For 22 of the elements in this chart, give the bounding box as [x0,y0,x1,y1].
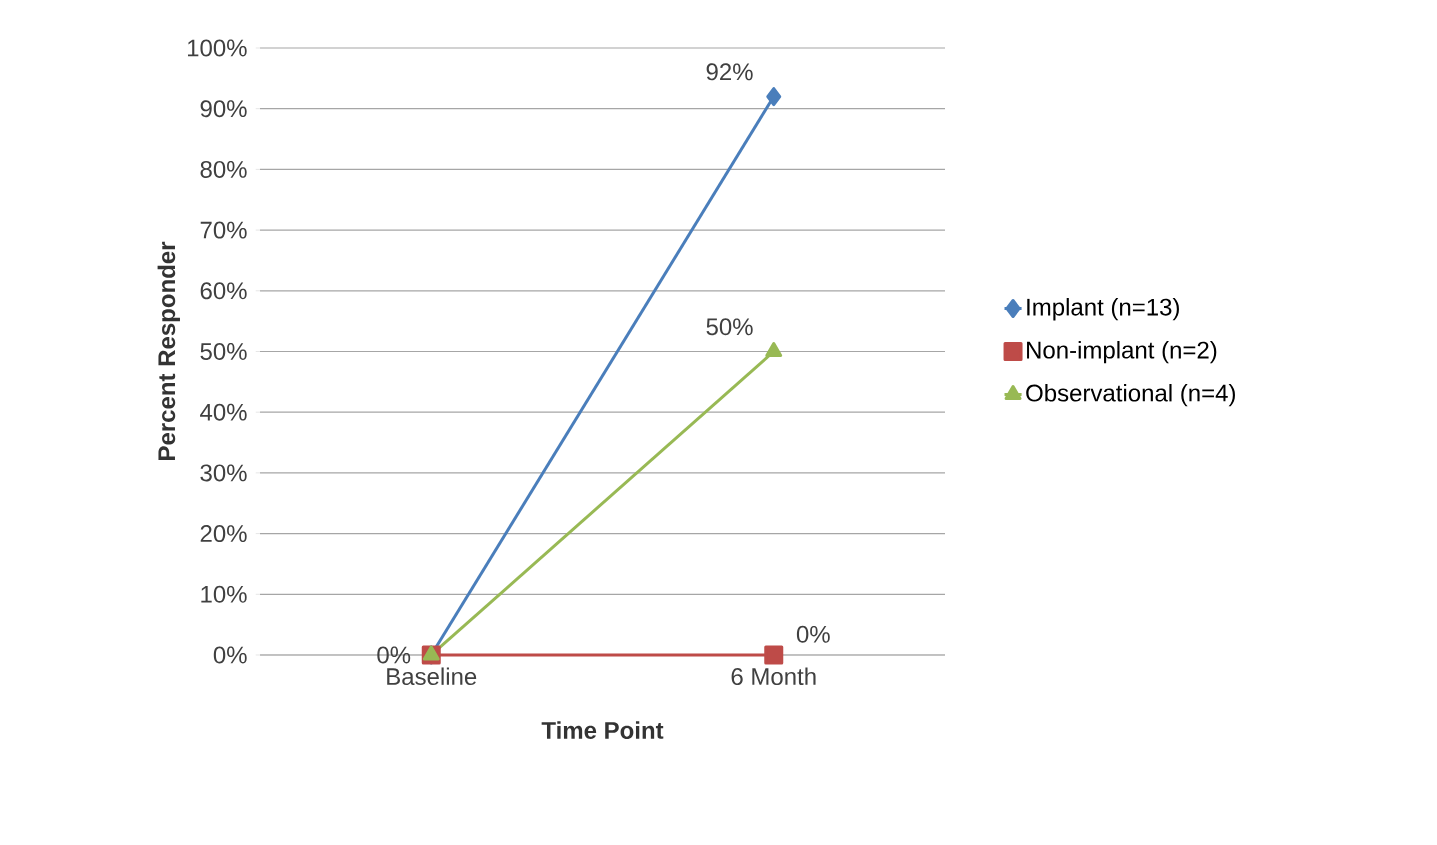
y-tick-label: 40% [200,403,247,421]
legend-label: Implant (n=13) [1027,298,1179,321]
x-tick-label: Baseline [387,667,477,686]
legend-label: Observational (n=4) [1026,383,1235,407]
data-label: 50% [706,318,753,336]
y-tick-label: 0% [213,646,247,664]
y-tick-label: 70% [200,221,247,239]
y-tick-label: 10% [201,585,247,603]
y-tick-label: 30% [200,464,247,482]
x-axis-title: Time Point [541,721,664,739]
y-tick-label: 100% [188,39,247,57]
x-tick-label: 6 Month [731,667,816,686]
legend-label: Non-implant (n=2) [1027,340,1217,364]
y-tick-label: 80% [200,160,247,178]
data-label: 0% [796,625,830,643]
y-tick-label: 90% [200,100,247,118]
y-axis-title: Percent Responder [157,241,180,460]
y-tick-label: 60% [200,282,247,300]
y-tick-label: 50% [200,343,247,360]
data-label: 0% [377,646,411,664]
y-tick-label: 20% [200,525,247,543]
data-label: 92% [706,63,753,81]
